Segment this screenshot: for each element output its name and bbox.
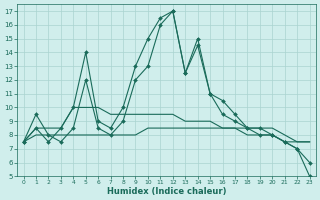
X-axis label: Humidex (Indice chaleur): Humidex (Indice chaleur) [107,187,226,196]
